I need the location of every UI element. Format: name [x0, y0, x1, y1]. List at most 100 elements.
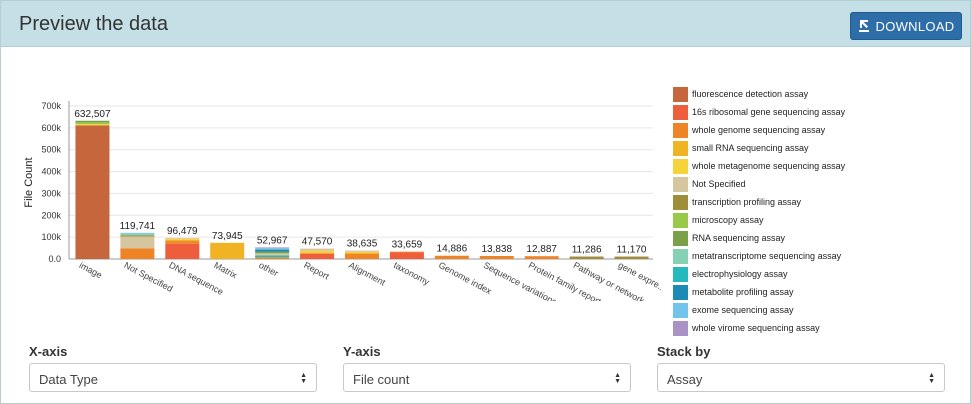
bar-segment — [434, 255, 469, 259]
legend-swatch — [673, 320, 688, 336]
x-tick-label: Matrix — [212, 260, 239, 281]
bar-total-label: 119,741 — [120, 221, 156, 232]
legend-label: whole metagenome sequencing assay — [692, 161, 846, 171]
bar-segment — [300, 248, 335, 251]
legend-swatch — [673, 230, 688, 246]
x-tick-label: Not Specified — [122, 260, 174, 294]
bar-total-label: 11,286 — [572, 245, 602, 256]
legend-item[interactable]: exome sequencing assay — [673, 301, 933, 319]
y-tick-label: 400k — [41, 167, 61, 177]
legend-item[interactable]: fluorescence detection assay — [673, 85, 933, 103]
bar-total-label: 38,635 — [347, 239, 378, 250]
x-tick-label: Report — [302, 260, 331, 282]
y-tick-label: 0.0 — [48, 254, 61, 264]
stack-by-value: Assay — [667, 372, 703, 387]
legend-swatch — [673, 248, 688, 264]
x-axis-value: Data Type — [39, 372, 99, 387]
panel-header: Preview the data DOWNLOAD — [1, 1, 970, 47]
legend-swatch — [673, 122, 688, 138]
y-tick-label: 100k — [41, 232, 61, 242]
bar-total-label: 14,886 — [437, 244, 468, 255]
legend-swatch — [673, 176, 688, 192]
legend-swatch — [673, 194, 688, 210]
bar-total-label: 11,170 — [617, 245, 647, 256]
y-axis-title: File Count — [23, 157, 35, 207]
legend-label: metabolite profiling assay — [692, 287, 794, 297]
legend-item[interactable]: small RNA sequencing assay — [673, 139, 933, 157]
legend-item[interactable]: metatranscriptome sequencing assay — [673, 247, 933, 265]
y-tick-label: 600k — [41, 123, 61, 133]
x-axis-control: X-axis Data Type ▲ ▼ — [29, 344, 317, 392]
y-tick-label: 700k — [41, 101, 61, 111]
bar-segment — [300, 253, 335, 259]
legend-swatch — [673, 140, 688, 156]
bar-segment — [165, 237, 200, 239]
y-axis-select[interactable]: File count ▲ ▼ — [343, 363, 631, 392]
legend-swatch — [673, 158, 688, 174]
bar-total-label: 73,945 — [212, 231, 243, 242]
y-tick-label: 200k — [41, 210, 61, 220]
bar-segment — [569, 256, 604, 259]
legend-item[interactable]: transcription profiling assay — [673, 193, 933, 211]
legend-label: whole genome sequencing assay — [692, 125, 826, 135]
legend-item[interactable]: RNA sequencing assay — [673, 229, 933, 247]
bar-total-label: 33,659 — [392, 240, 423, 251]
bar-segment — [120, 235, 155, 237]
legend-label: exome sequencing assay — [692, 305, 794, 315]
bar-segment — [614, 256, 649, 259]
y-axis-control: Y-axis File count ▲ ▼ — [343, 344, 631, 392]
bar-total-label: 47,570 — [302, 237, 333, 248]
legend-item[interactable]: 16s ribosomal gene sequencing assay — [673, 103, 933, 121]
select-arrows-icon: ▲ ▼ — [614, 372, 621, 385]
x-tick-label: Sequence variations — [482, 260, 559, 301]
legend-item[interactable]: metabolite profiling assay — [673, 283, 933, 301]
select-arrows-icon: ▲ ▼ — [300, 372, 307, 385]
legend-label: Not Specified — [692, 179, 746, 189]
stack-by-control: Stack by Assay ▲ ▼ — [657, 344, 945, 392]
legend-item[interactable]: microscopy assay — [673, 211, 933, 229]
bar-segment — [255, 253, 290, 256]
bar-segment — [255, 255, 290, 258]
bar-segment — [120, 233, 155, 236]
x-tick-label: image — [78, 260, 104, 280]
download-button[interactable]: DOWNLOAD — [850, 12, 962, 40]
legend-label: whole virome sequencing assay — [692, 323, 820, 333]
bar-segment — [75, 122, 110, 125]
x-tick-label: taxonomy — [392, 260, 432, 287]
bar-total-label: 13,838 — [481, 244, 512, 255]
legend-item[interactable]: whole genome sequencing assay — [673, 121, 933, 139]
bar-segment — [389, 251, 424, 253]
legend-swatch — [673, 284, 688, 300]
bar-segment — [255, 247, 290, 249]
y-axis-label: Y-axis — [343, 344, 381, 359]
legend-swatch — [673, 86, 688, 102]
page-title: Preview the data — [19, 13, 168, 35]
legend-swatch — [673, 104, 688, 120]
x-axis-select[interactable]: Data Type ▲ ▼ — [29, 363, 317, 392]
bar-segment — [255, 251, 290, 254]
legend-label: 16s ribosomal gene sequencing assay — [692, 107, 846, 117]
legend-item[interactable]: Not Specified — [673, 175, 933, 193]
legend-label: electrophysiology assay — [692, 269, 788, 279]
stack-by-select[interactable]: Assay ▲ ▼ — [657, 363, 945, 392]
y-axis-value: File count — [353, 372, 410, 387]
bar-total-label: 96,479 — [167, 226, 198, 237]
stacked-bar-chart: 0.0 100k 200k 300k 400k 500k 600k 700k File Coun… — [23, 101, 661, 301]
download-label: DOWNLOAD — [875, 18, 955, 34]
bar-segment — [165, 243, 200, 259]
select-arrows-icon: ▲ ▼ — [928, 372, 935, 385]
legend-label: RNA sequencing assay — [692, 233, 786, 243]
bar-segment — [120, 248, 155, 259]
legend-item[interactable]: electrophysiology assay — [673, 265, 933, 283]
bar-segment — [389, 252, 424, 259]
bar-total-label: 12,887 — [526, 244, 557, 255]
bar-segment — [165, 238, 200, 240]
bar-segment — [345, 250, 379, 252]
legend-item[interactable]: whole metagenome sequencing assay — [673, 157, 933, 175]
bar-segment — [165, 241, 200, 244]
bar-segment — [75, 120, 110, 123]
bar-segment — [255, 249, 290, 252]
download-icon — [858, 20, 869, 32]
legend-item[interactable]: whole virome sequencing assay — [673, 319, 933, 337]
